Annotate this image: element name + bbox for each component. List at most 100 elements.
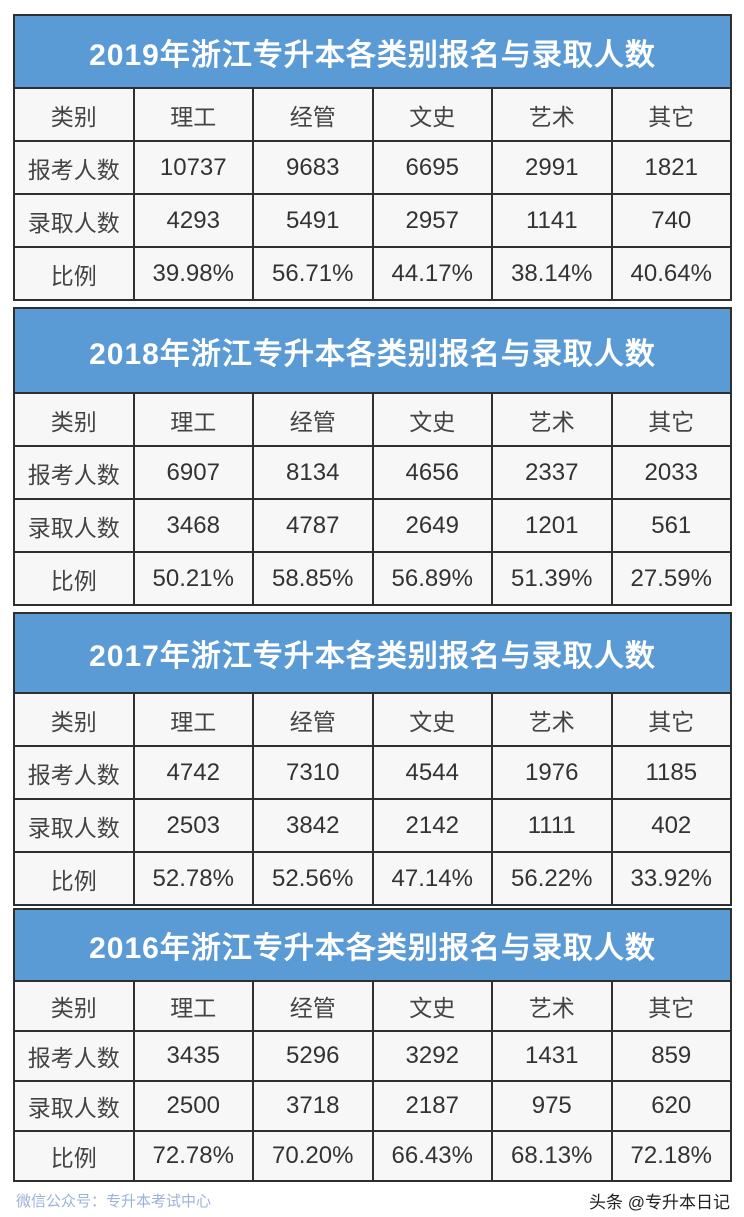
- table-cell: 2187: [371, 1080, 493, 1132]
- table-cell: 2033: [610, 445, 732, 500]
- table-cell: 620: [610, 1080, 732, 1132]
- table-row: 报考人数 10737 9683 6695 2991 1821: [13, 140, 732, 195]
- table-block: 2018年浙江专升本各类别报名与录取人数 类别 理工 经管 文史 艺术 其它 报考人数 6907…: [13, 307, 732, 606]
- column-header: 其它: [610, 692, 732, 747]
- row-label: 报考人数: [13, 140, 135, 195]
- table-cell: 6695: [371, 140, 493, 195]
- header-row: 类别 理工 经管 文史 艺术 其它: [13, 87, 732, 142]
- column-header: 理工: [132, 392, 254, 447]
- table-cell: 3292: [371, 1030, 493, 1082]
- table-cell: 56.89%: [371, 551, 493, 606]
- table-row: 录取人数 2500 3718 2187 975 620: [13, 1080, 732, 1132]
- row-label: 录取人数: [13, 193, 135, 248]
- table-row: 比例 52.78% 52.56% 47.14% 56.22% 33.92%: [13, 851, 732, 906]
- header-row: 类别 理工 经管 文史 艺术 其它: [13, 392, 732, 447]
- table-cell: 52.56%: [252, 851, 374, 906]
- column-header: 经管: [252, 980, 374, 1032]
- table-cell: 33.92%: [610, 851, 732, 906]
- table-row: 录取人数 3468 4787 2649 1201 561: [13, 498, 732, 553]
- table-cell: 1201: [491, 498, 613, 553]
- column-header: 文史: [371, 87, 493, 142]
- data-table: 类别 理工 经管 文史 艺术 其它 报考人数 10737 9683 6695 2991 1821 录取人…: [13, 87, 732, 301]
- table-cell: 975: [491, 1080, 613, 1132]
- header-row: 类别 理工 经管 文史 艺术 其它: [13, 692, 732, 747]
- row-label: 报考人数: [13, 745, 135, 800]
- table-cell: 1431: [491, 1030, 613, 1082]
- table-cell: 1976: [491, 745, 613, 800]
- table-cell: 2649: [371, 498, 493, 553]
- credit-label: 头条 @专升本日记: [589, 1193, 730, 1212]
- table-title: 2018年浙江专升本各类别报名与录取人数: [13, 307, 732, 392]
- table-row: 录取人数 4293 5491 2957 1141 740: [13, 193, 732, 248]
- table-cell: 561: [610, 498, 732, 553]
- table-cell: 72.78%: [132, 1130, 254, 1182]
- column-header: 类别: [13, 980, 135, 1032]
- watermark: 微信公众号：专升本考试中心: [16, 1193, 212, 1210]
- table-cell: 2503: [132, 798, 254, 853]
- column-header: 艺术: [491, 692, 613, 747]
- table-cell: 740: [610, 193, 732, 248]
- row-label: 录取人数: [13, 498, 135, 553]
- column-header: 艺术: [491, 392, 613, 447]
- table-cell: 58.85%: [252, 551, 374, 606]
- table-cell: 56.71%: [252, 246, 374, 301]
- table-cell: 859: [610, 1030, 732, 1082]
- table-cell: 5491: [252, 193, 374, 248]
- table-block: 2019年浙江专升本各类别报名与录取人数 类别 理工 经管 文史 艺术 其它 报考人数 1073…: [13, 14, 732, 301]
- table-cell: 68.13%: [491, 1130, 613, 1182]
- table-cell: 7310: [252, 745, 374, 800]
- row-label: 比例: [13, 551, 135, 606]
- table-cell: 47.14%: [371, 851, 493, 906]
- row-label: 比例: [13, 1130, 135, 1182]
- column-header: 艺术: [491, 87, 613, 142]
- table-cell: 5296: [252, 1030, 374, 1082]
- column-header: 类别: [13, 392, 135, 447]
- table-cell: 72.18%: [610, 1130, 732, 1182]
- table-cell: 1141: [491, 193, 613, 248]
- table-cell: 8134: [252, 445, 374, 500]
- row-label: 报考人数: [13, 445, 135, 500]
- table-cell: 27.59%: [610, 551, 732, 606]
- table-cell: 402: [610, 798, 732, 853]
- header-row: 类别 理工 经管 文史 艺术 其它: [13, 980, 732, 1032]
- column-header: 类别: [13, 87, 135, 142]
- column-header: 经管: [252, 392, 374, 447]
- column-header: 理工: [132, 692, 254, 747]
- table-cell: 2142: [371, 798, 493, 853]
- table-cell: 50.21%: [132, 551, 254, 606]
- row-label: 比例: [13, 246, 135, 301]
- row-label: 录取人数: [13, 798, 135, 853]
- table-cell: 6907: [132, 445, 254, 500]
- table-row: 报考人数 4742 7310 4544 1976 1185: [13, 745, 732, 800]
- column-header: 艺术: [491, 980, 613, 1032]
- table-cell: 10737: [132, 140, 254, 195]
- table-cell: 52.78%: [132, 851, 254, 906]
- table-cell: 40.64%: [610, 246, 732, 301]
- table-cell: 4742: [132, 745, 254, 800]
- table-cell: 4656: [371, 445, 493, 500]
- table-cell: 3435: [132, 1030, 254, 1082]
- table-block: 2017年浙江专升本各类别报名与录取人数 类别 理工 经管 文史 艺术 其它 报考人数 4742…: [13, 612, 732, 906]
- column-header: 经管: [252, 692, 374, 747]
- table-cell: 38.14%: [491, 246, 613, 301]
- table-title: 2019年浙江专升本各类别报名与录取人数: [13, 14, 732, 87]
- row-label: 报考人数: [13, 1030, 135, 1082]
- table-cell: 4293: [132, 193, 254, 248]
- data-table: 类别 理工 经管 文史 艺术 其它 报考人数 4742 7310 4544 1976 1185 录取人数…: [13, 692, 732, 906]
- table-cell: 1185: [610, 745, 732, 800]
- row-label: 录取人数: [13, 1080, 135, 1132]
- table-row: 比例 39.98% 56.71% 44.17% 38.14% 40.64%: [13, 246, 732, 301]
- column-header: 经管: [252, 87, 374, 142]
- table-cell: 3468: [132, 498, 254, 553]
- column-header: 文史: [371, 692, 493, 747]
- table-cell: 51.39%: [491, 551, 613, 606]
- column-header: 其它: [610, 87, 732, 142]
- table-cell: 70.20%: [252, 1130, 374, 1182]
- column-header: 文史: [371, 392, 493, 447]
- table-row: 比例 72.78% 70.20% 66.43% 68.13% 72.18%: [13, 1130, 732, 1182]
- table-cell: 2957: [371, 193, 493, 248]
- table-row: 录取人数 2503 3842 2142 1111 402: [13, 798, 732, 853]
- table-cell: 9683: [252, 140, 374, 195]
- table-cell: 1821: [610, 140, 732, 195]
- row-label: 比例: [13, 851, 135, 906]
